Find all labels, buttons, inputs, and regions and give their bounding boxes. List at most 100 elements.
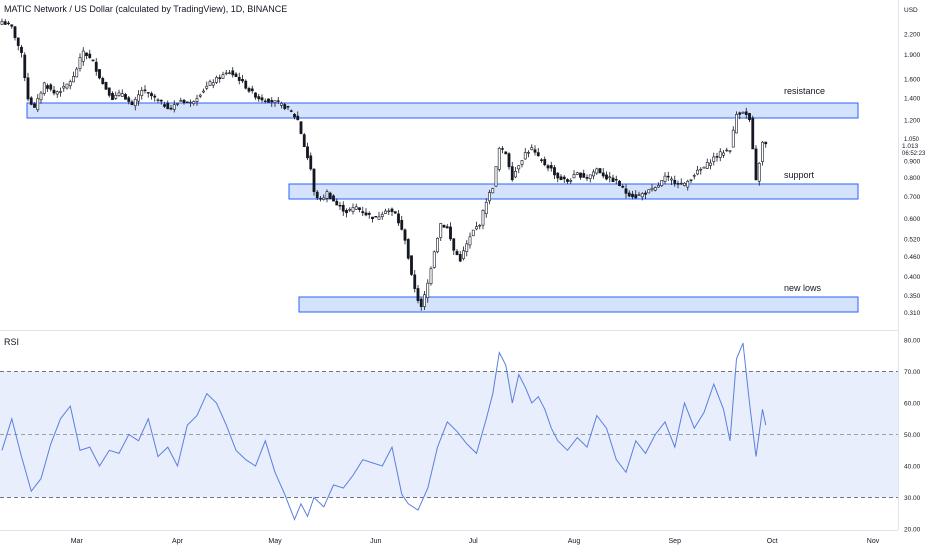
price-tick-label: 0.520: [904, 236, 921, 243]
candle-up: [211, 82, 215, 86]
price-tick-label: 0.900: [904, 158, 921, 165]
candle-down: [302, 134, 306, 147]
candle-down: [397, 213, 400, 224]
candle-up: [117, 92, 121, 96]
candle-down: [263, 100, 267, 102]
candle-up: [728, 150, 732, 152]
candle-up: [640, 193, 644, 198]
candle-down: [601, 172, 605, 177]
candle-up: [215, 77, 218, 83]
candle-down: [335, 200, 339, 206]
candle-down: [358, 207, 361, 210]
candle-up: [705, 162, 709, 169]
candle-up: [595, 168, 599, 174]
price-tick-label: 1.400: [904, 96, 921, 103]
candle-up: [683, 182, 686, 186]
candle-up: [351, 207, 355, 212]
candle-down: [452, 238, 456, 251]
candle-up: [575, 172, 579, 175]
candle-down: [458, 254, 462, 262]
new-lows-zone: [298, 296, 859, 313]
candle-down: [501, 148, 504, 150]
candle-down: [400, 219, 404, 230]
candle-up: [75, 68, 79, 78]
candle-up: [530, 147, 534, 151]
candle-down: [124, 94, 127, 100]
candle-down: [393, 211, 397, 214]
candle-down: [748, 113, 751, 121]
candle-down: [374, 216, 378, 218]
candle-down: [673, 179, 677, 184]
candle-up: [497, 147, 501, 170]
candle-down: [634, 194, 638, 199]
candle-down: [676, 183, 680, 185]
candle-up: [731, 129, 735, 148]
new-lows-label: new lows: [784, 283, 822, 293]
candle-up: [137, 94, 140, 102]
candle-down: [130, 101, 134, 106]
candle-down: [296, 115, 300, 121]
time-tick-label: Mar: [71, 538, 84, 545]
candle-up: [699, 168, 703, 171]
candle-up: [354, 206, 358, 210]
candle-up: [120, 93, 124, 97]
candle-up: [36, 98, 40, 111]
candle-up: [735, 114, 738, 134]
candle-down: [627, 192, 631, 197]
time-tick-label: Aug: [568, 538, 581, 545]
candle-up: [202, 90, 205, 93]
candle-up: [432, 251, 436, 268]
current-price-label: 1.013: [902, 143, 919, 150]
candle-down: [319, 198, 322, 200]
candle-up: [702, 166, 706, 169]
price-tick-label: 0.350: [904, 293, 921, 300]
candle-down: [413, 274, 417, 289]
candle-up: [718, 151, 722, 158]
candle-down: [562, 176, 566, 180]
candle-down: [715, 156, 719, 158]
candle-down: [579, 172, 582, 178]
candle-down: [23, 54, 27, 78]
candle-down: [91, 59, 95, 62]
candle-up: [322, 197, 326, 200]
candle-down: [111, 93, 114, 101]
candle-up: [686, 181, 690, 188]
candle-down: [267, 98, 270, 103]
candle-up: [436, 237, 439, 253]
candle-up: [423, 294, 426, 307]
candle-up: [133, 99, 137, 107]
candle-down: [185, 101, 189, 103]
time-tick-label: Nov: [867, 538, 880, 545]
candle-up: [712, 156, 716, 162]
candle-down: [449, 226, 452, 240]
candle-down: [107, 87, 111, 96]
candle-down: [218, 77, 222, 80]
candle-down: [7, 22, 10, 25]
candle-up: [156, 99, 160, 101]
candle-down: [146, 92, 150, 94]
candle-up: [62, 85, 66, 89]
rsi-tick-label: 60.00: [904, 401, 921, 408]
rsi-tick-label: 70.00: [904, 369, 921, 376]
candle-down: [88, 53, 92, 58]
candle-down: [504, 151, 508, 155]
candle-up: [179, 100, 183, 102]
candle-down: [247, 88, 251, 92]
price-tick-label: 2.200: [904, 31, 921, 38]
candle-up: [0, 21, 4, 25]
candle-up: [465, 243, 469, 252]
price-tick-label: 0.310: [904, 310, 921, 317]
candle-down: [416, 288, 420, 301]
candle-up: [195, 98, 199, 102]
candle-up: [471, 229, 475, 237]
candle-up: [380, 214, 384, 217]
candle-down: [332, 195, 335, 202]
price-extra-tick: 1.050: [904, 137, 920, 143]
rsi-tick-label: 30.00: [904, 495, 921, 502]
price-tick-label: 0.800: [904, 175, 921, 182]
price-tick-label: 0.460: [904, 254, 921, 261]
candle-down: [182, 99, 186, 103]
candle-down: [29, 97, 33, 105]
